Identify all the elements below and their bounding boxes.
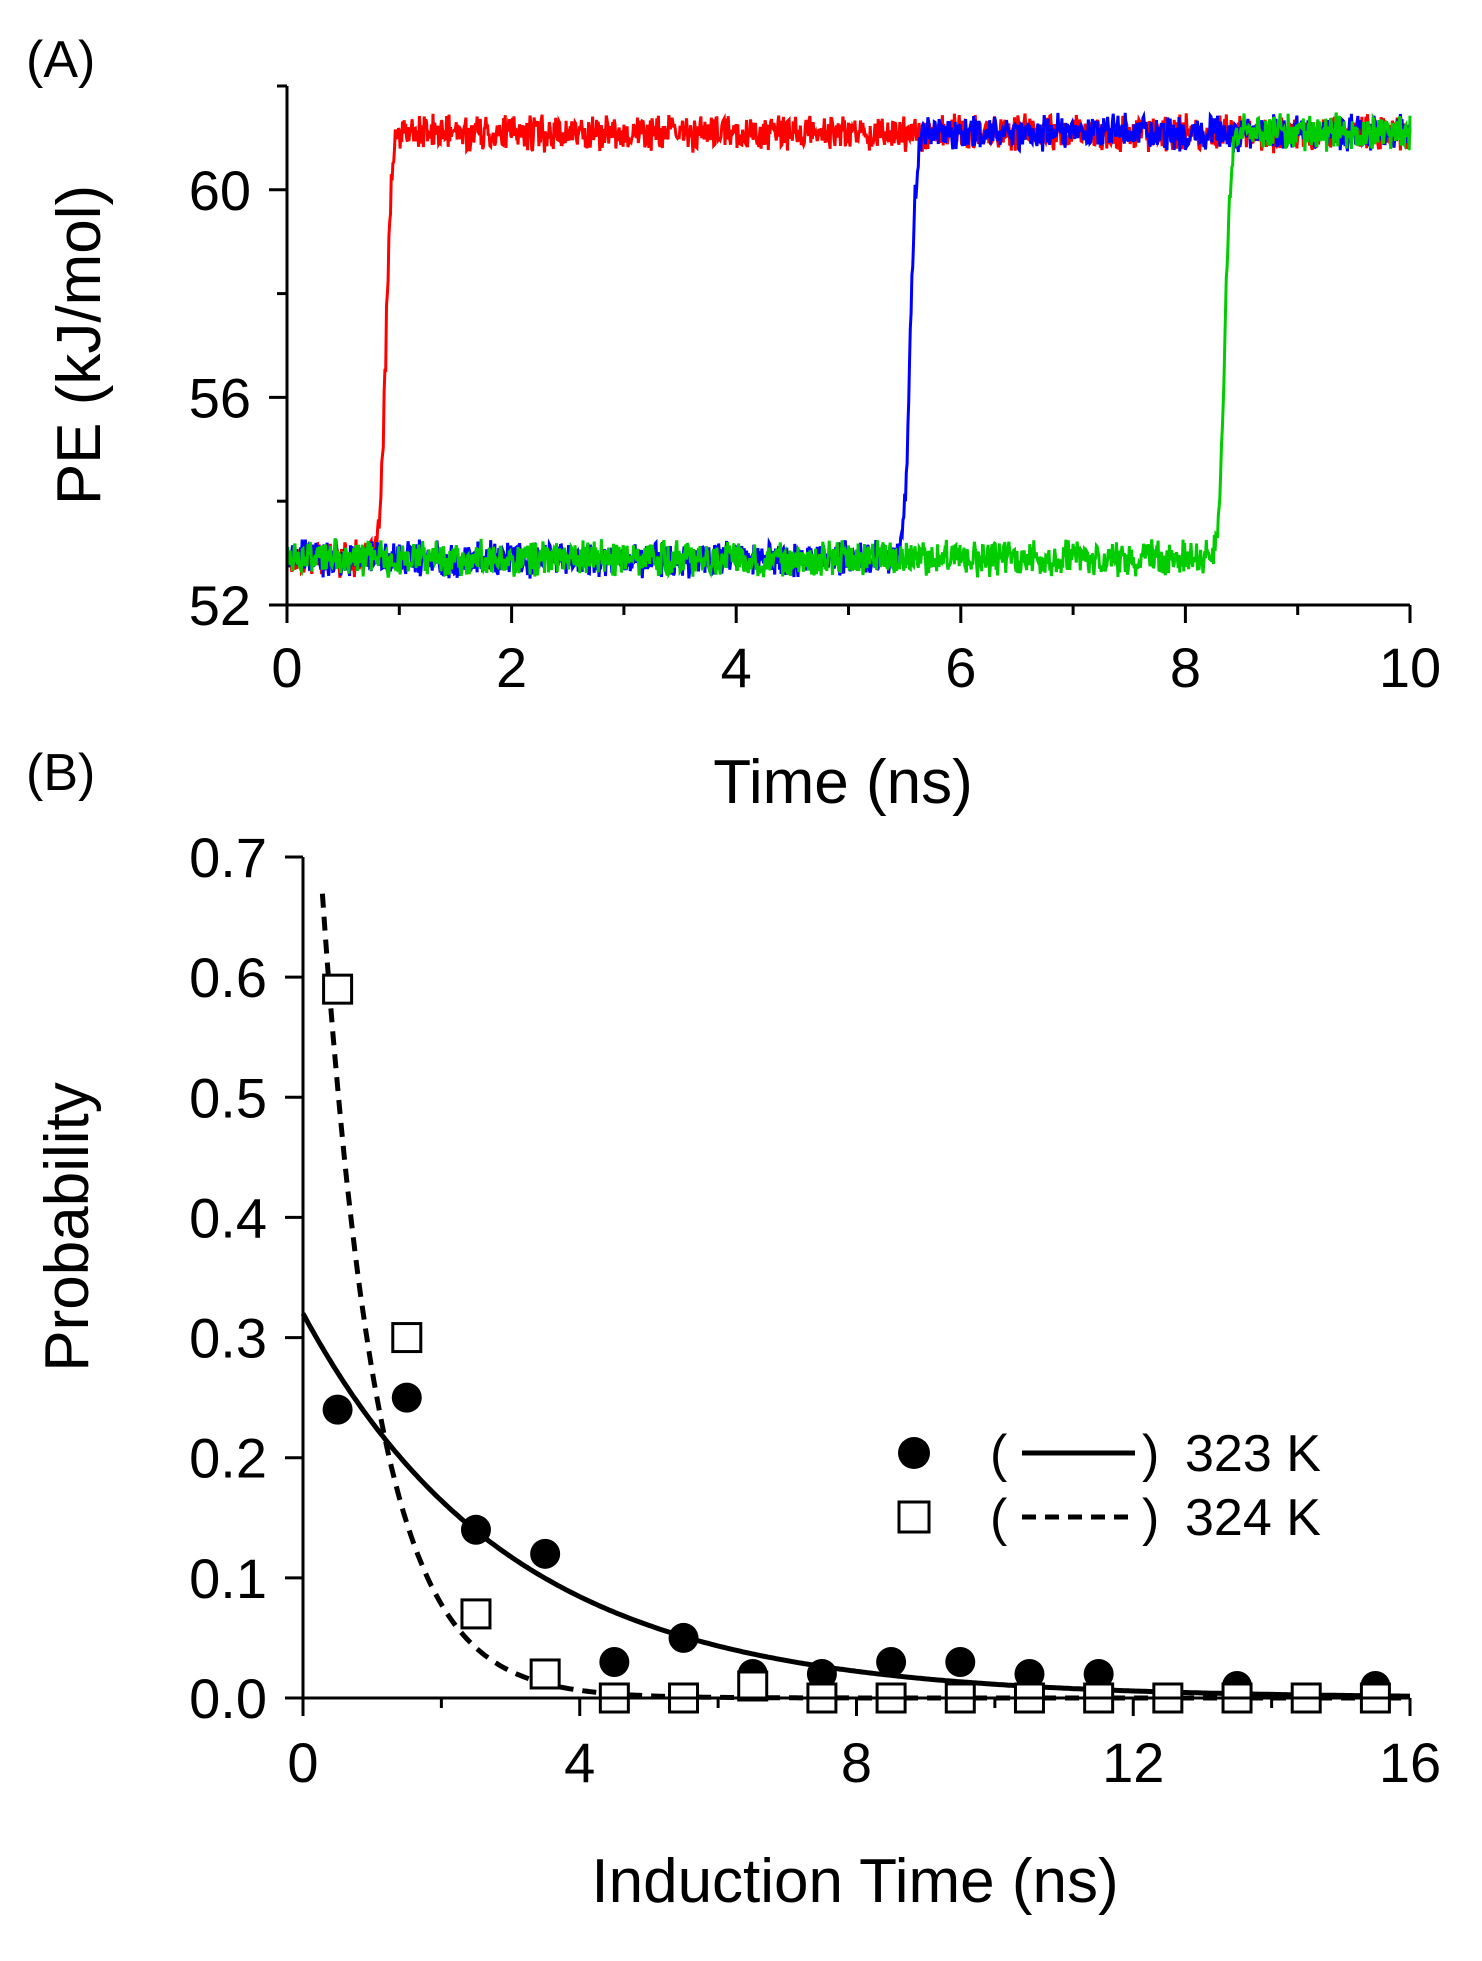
panel-b-data-points — [322, 973, 1391, 1714]
data-point-323k — [460, 1514, 491, 1545]
legend: ( ) 323 K ( ) 324 K — [897, 1425, 1321, 1547]
legend-label-323k: 323 K — [1185, 1425, 1321, 1483]
data-point-324k — [391, 1322, 423, 1354]
legend-open-paren: ( — [990, 1489, 1008, 1547]
data-point-324k — [737, 1670, 769, 1702]
x-tick-label: 10 — [1379, 636, 1441, 699]
y-tick-label: 0.6 — [189, 946, 267, 1009]
y-tick-label: 0.7 — [189, 826, 267, 889]
data-point-323k — [530, 1538, 561, 1569]
x-tick-label: 8 — [841, 1731, 872, 1794]
data-point-323k — [1083, 1658, 1114, 1689]
y-tick-label: 52 — [189, 574, 251, 637]
x-tick-label: 6 — [945, 636, 976, 699]
data-point-323k — [1014, 1658, 1045, 1689]
legend-close-paren: ) — [1142, 1425, 1159, 1483]
legend-marker-filled-circle — [898, 1437, 930, 1469]
x-tick-label: 12 — [1102, 1731, 1164, 1794]
fit-curve-324-K — [319, 893, 1410, 1701]
x-tick-label: 16 — [1379, 1731, 1441, 1794]
legend-label-324k: 324 K — [1185, 1489, 1321, 1547]
legend-open-paren: ( — [990, 1425, 1008, 1483]
legend-entry-323k: ( ) 323 K — [898, 1425, 1321, 1483]
data-point-324k — [322, 973, 354, 1005]
data-point-323k — [668, 1622, 699, 1653]
trace-red-trajectory — [286, 112, 1412, 578]
data-point-323k — [322, 1394, 353, 1425]
legend-entry-324k: ( ) 324 K — [897, 1489, 1321, 1547]
y-tick-label: 56 — [189, 366, 251, 429]
legend-close-paren: ) — [1142, 1489, 1159, 1547]
panel-a-label: (A) — [26, 31, 95, 89]
panel-a-axes: 0 2 4 6 8 10 52 56 60 — [189, 84, 1441, 699]
data-point-324k — [529, 1658, 561, 1690]
x-tick-label: 2 — [496, 636, 527, 699]
panel-a-x-axis-title: Time (ns) — [713, 748, 972, 817]
x-tick-label: 4 — [721, 636, 752, 699]
x-tick-label: 0 — [287, 1731, 318, 1794]
y-tick-label: 0.5 — [189, 1066, 267, 1129]
y-tick-label: 0.3 — [189, 1307, 267, 1370]
x-tick-label: 8 — [1170, 636, 1201, 699]
legend-marker-open-square — [897, 1500, 931, 1534]
panel-a-y-axis-title: PE (kJ/mol) — [45, 185, 114, 505]
panel-b-fit-curves — [300, 893, 1410, 1701]
data-point-323k — [945, 1646, 976, 1677]
panel-b-y-axis-title: Probability — [33, 1082, 102, 1371]
data-point-323k — [599, 1646, 630, 1677]
trace-green-trajectory — [285, 112, 1412, 580]
panel-a-traces — [285, 110, 1412, 580]
y-tick-label: 0.0 — [189, 1667, 267, 1730]
x-tick-label: 4 — [564, 1731, 595, 1794]
y-tick-label: 0.2 — [189, 1427, 267, 1490]
panel-b-axes: 0 4 8 12 16 0.0 0.1 0.2 0.3 0.4 0.5 0.6 0.7 — [189, 826, 1441, 1794]
data-point-324k — [460, 1598, 492, 1630]
panel-b: (B) 0 4 8 12 16 0.0 0.1 0.2 0.3 0.4 0.5 0.6 0.7 Indu… — [26, 744, 1441, 1916]
data-point-323k — [876, 1646, 907, 1677]
y-tick-label: 60 — [189, 159, 251, 222]
panel-b-label: (B) — [26, 744, 95, 802]
trace-blue-trajectory — [285, 110, 1412, 579]
data-point-323k — [806, 1658, 837, 1689]
y-tick-label: 0.4 — [189, 1186, 267, 1249]
panel-a: (A) 0 2 4 6 8 10 52 56 60 Time (ns) PE (kJ/mol) — [26, 31, 1441, 817]
panel-b-x-axis-title: Induction Time (ns) — [591, 1847, 1118, 1916]
y-tick-label: 0.1 — [189, 1547, 267, 1610]
x-tick-label: 0 — [271, 636, 302, 699]
data-point-323k — [391, 1382, 422, 1413]
